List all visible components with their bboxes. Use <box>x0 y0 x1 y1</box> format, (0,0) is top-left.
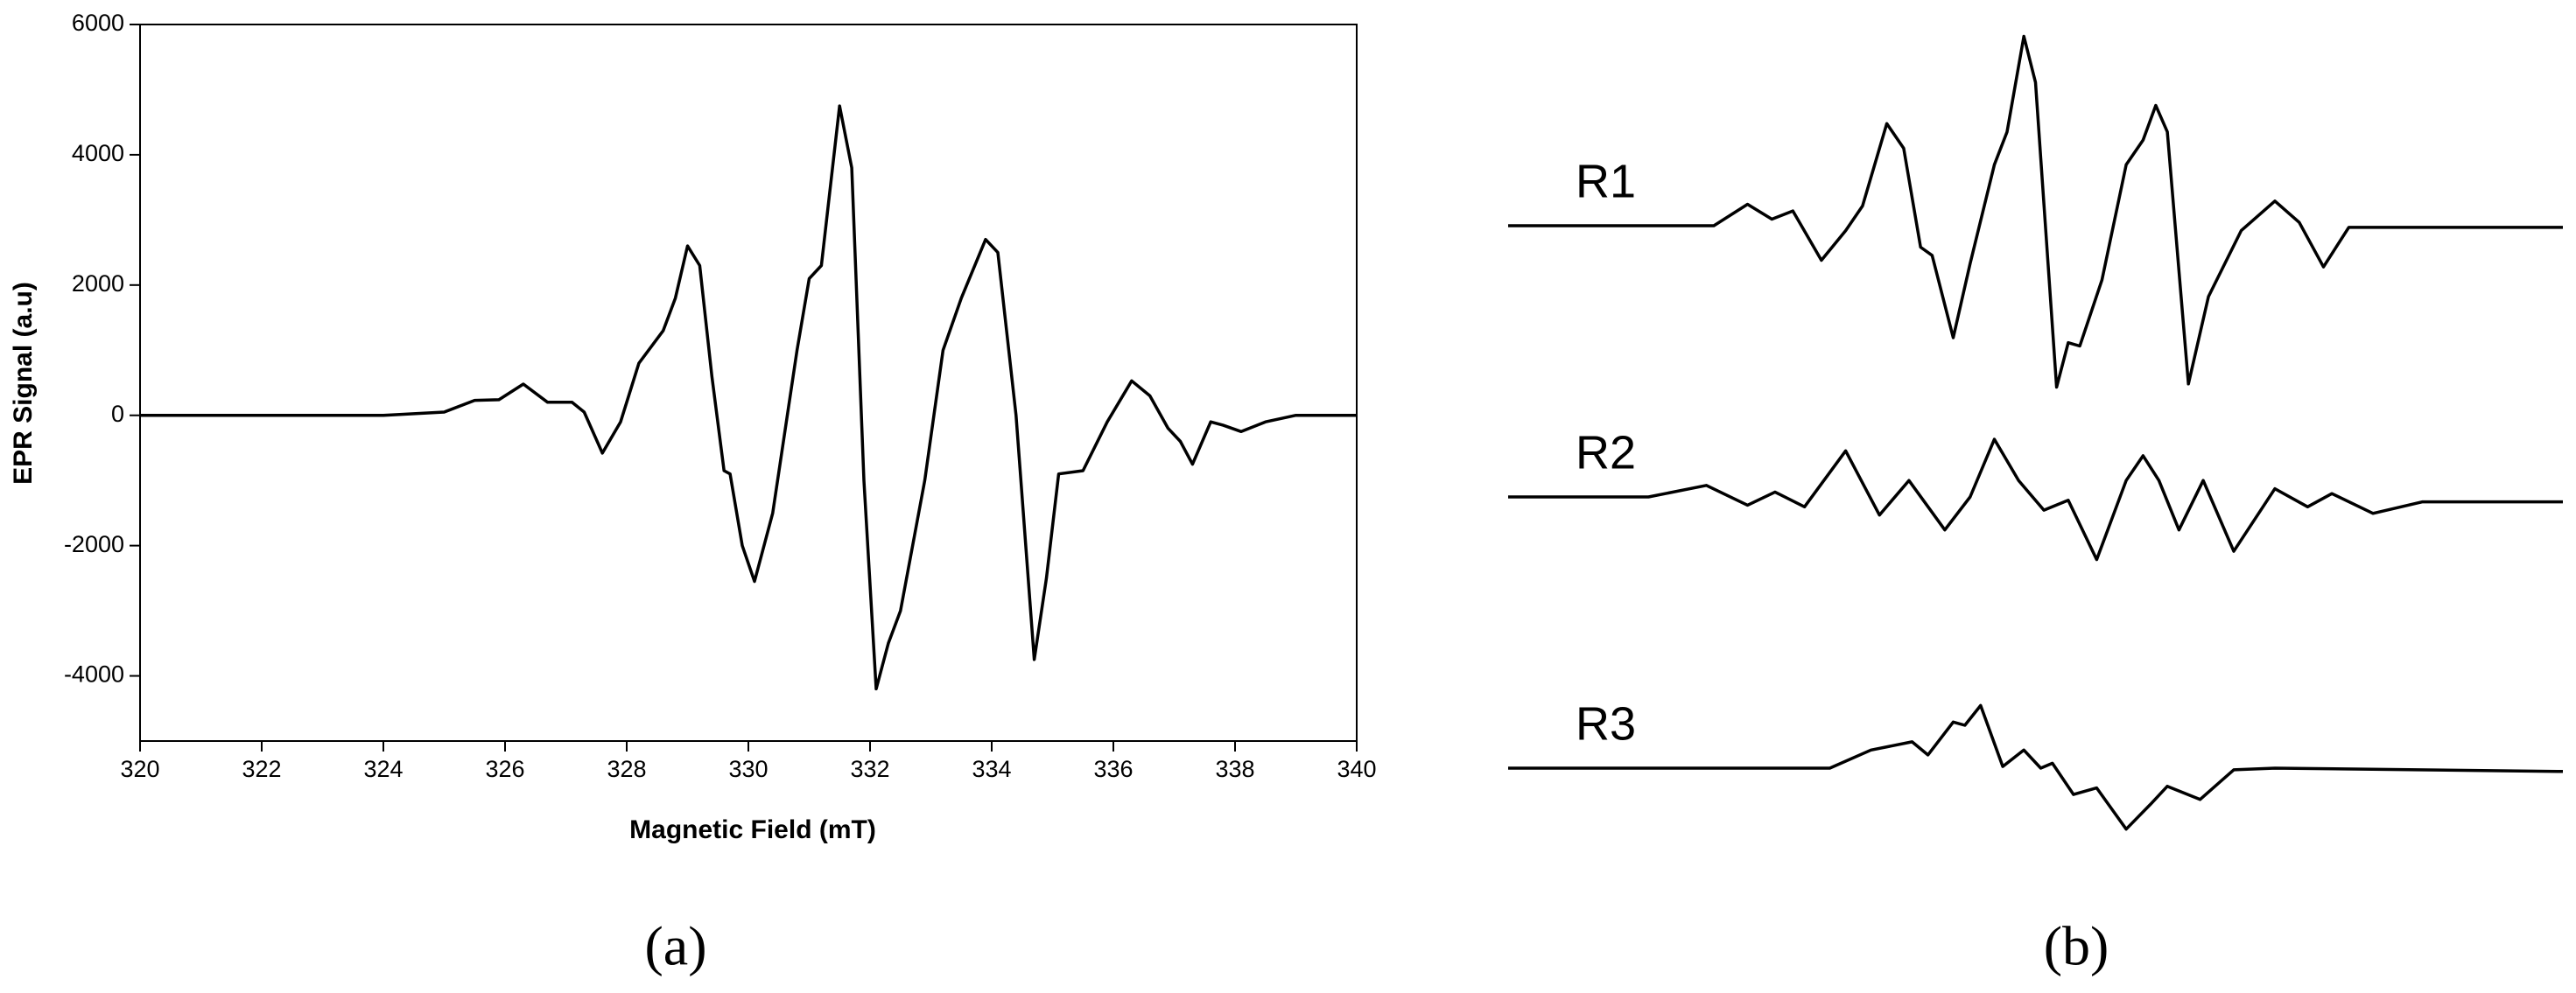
y-tick-label: 6000 <box>72 10 124 36</box>
x-tick-label: 320 <box>120 756 159 782</box>
trace-line <box>1508 703 2564 831</box>
y-tick-label: -4000 <box>64 661 124 688</box>
trace-name: R2 <box>1576 426 1636 479</box>
trace-name: R1 <box>1576 155 1636 207</box>
x-axis-label: Magnetic Field (mT) <box>629 815 876 844</box>
x-tick-label: 324 <box>363 756 403 782</box>
x-tick-label: 330 <box>728 756 768 782</box>
y-axis-label: EPR Signal (a.u) <box>9 282 38 485</box>
x-tick-label: 326 <box>485 756 524 782</box>
caption-a: (a) <box>644 915 706 977</box>
y-tick-label: -2000 <box>64 531 124 557</box>
x-tick-label: 332 <box>850 756 889 782</box>
x-tick-label: 328 <box>607 756 646 782</box>
x-tick-label: 338 <box>1215 756 1254 782</box>
plot-frame <box>139 24 1358 742</box>
trace-line <box>1508 437 2563 562</box>
caption-b: (b) <box>2044 915 2109 977</box>
trace-line <box>1508 34 2563 389</box>
spectrum-line <box>140 104 1357 691</box>
y-tick-label: 4000 <box>72 140 124 166</box>
x-tick-label: 322 <box>242 756 281 782</box>
y-tick-label: 2000 <box>72 270 124 297</box>
x-tick-label: 336 <box>1093 756 1133 782</box>
x-tick-label: 340 <box>1337 756 1376 782</box>
trace-name: R3 <box>1576 697 1636 750</box>
x-tick-label: 334 <box>972 756 1011 782</box>
y-tick-label: 0 <box>111 401 124 427</box>
